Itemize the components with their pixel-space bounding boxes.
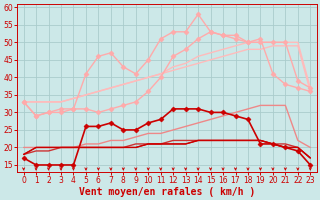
X-axis label: Vent moyen/en rafales ( km/h ): Vent moyen/en rafales ( km/h ) bbox=[79, 187, 255, 197]
